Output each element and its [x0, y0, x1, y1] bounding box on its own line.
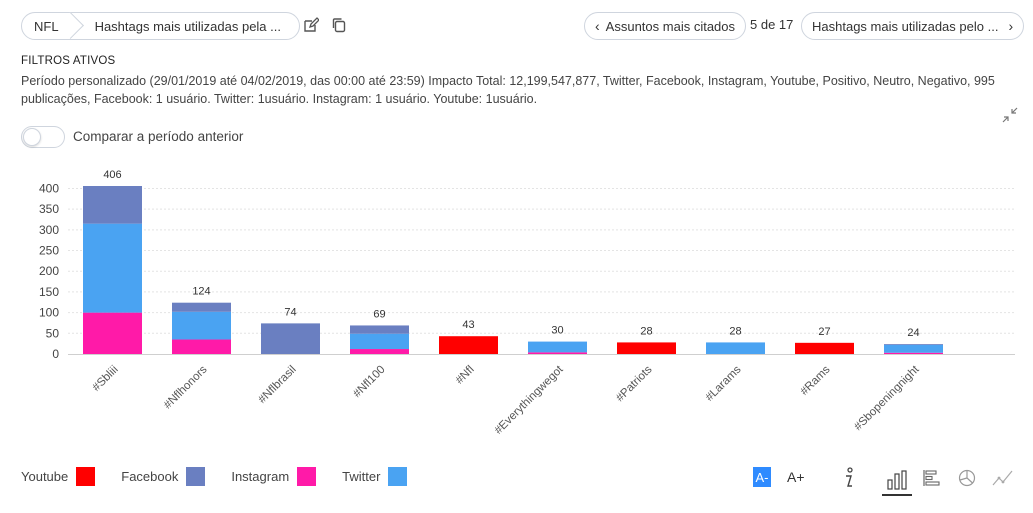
bar-segment[interactable] — [172, 311, 231, 340]
toggle-knob — [23, 128, 41, 146]
bar-segment[interactable] — [884, 344, 943, 345]
bar-segment[interactable] — [528, 341, 587, 353]
data-label: 74 — [284, 306, 296, 318]
bar-chart: 0 50 100 150 200 250 300 350 400 406 #Sbliii 124 #Nf… — [39, 169, 1015, 437]
y-tick-label: 50 — [46, 326, 60, 340]
line-chart-icon[interactable] — [992, 468, 1014, 488]
data-label: 124 — [192, 286, 210, 298]
legend-item-twitter[interactable]: Twitter — [342, 467, 408, 486]
x-tick-label: #Everythingwegot — [492, 363, 566, 437]
bar-segment[interactable] — [528, 352, 587, 354]
compare-toggle[interactable] — [21, 126, 65, 148]
y-tick-label: 200 — [39, 264, 59, 278]
legend-item-instagram[interactable]: Instagram — [231, 467, 317, 486]
x-tick-label: #Nflhonors — [162, 363, 210, 411]
bar-segment[interactable] — [83, 186, 142, 224]
next-button[interactable]: Hashtags mais utilizadas pelo ... › — [801, 12, 1025, 40]
legend-swatch-instagram — [297, 467, 317, 486]
x-tick-label: #Larams — [703, 363, 743, 403]
x-tick-label: #Rams — [798, 363, 832, 397]
bar-segment[interactable] — [884, 344, 943, 353]
legend-label-twitter: Twitter — [342, 469, 381, 484]
filters-text: Período personalizado (29/01/2019 até 04… — [21, 74, 995, 106]
collapse-icon[interactable] — [1001, 106, 1019, 124]
horizontal-bar-icon[interactable] — [922, 468, 942, 488]
y-tick-label: 0 — [52, 347, 59, 361]
legend-swatch-youtube — [76, 467, 96, 486]
x-tick-label: #Nfl — [454, 364, 477, 387]
data-label: 406 — [103, 169, 121, 181]
data-label: 28 — [729, 325, 741, 337]
edit-icon[interactable] — [302, 16, 320, 34]
data-label: 27 — [818, 326, 830, 338]
x-tick-label: #Sbopeningnight — [852, 363, 922, 433]
bar-segment[interactable] — [83, 312, 142, 354]
next-label: Hashtags mais utilizadas pelo ... — [812, 18, 999, 34]
x-tick-label: #Nfl100 — [351, 364, 388, 401]
bar-segment[interactable] — [617, 342, 676, 354]
pie-chart-icon[interactable] — [957, 468, 977, 488]
font-increase-button[interactable]: A+ — [787, 469, 805, 485]
bar-segment[interactable] — [261, 323, 320, 354]
y-tick-label: 100 — [39, 306, 59, 320]
info-icon[interactable] — [840, 467, 856, 489]
legend-label-instagram: Instagram — [231, 469, 290, 484]
chevron-left-icon: ‹ — [595, 18, 600, 34]
legend-swatch-facebook — [186, 467, 206, 486]
legend-label-facebook: Facebook — [121, 469, 179, 484]
bar-chart-icon[interactable] — [882, 466, 912, 496]
chevron-right-icon: › — [1008, 18, 1014, 34]
bar-segment[interactable] — [350, 349, 409, 354]
x-tick-label: #Sbliii — [90, 364, 120, 394]
y-tick-label: 300 — [39, 223, 59, 237]
legend-item-youtube[interactable]: Youtube — [21, 467, 96, 486]
filters-title: FILTROS ATIVOS — [21, 55, 116, 67]
data-label: 69 — [373, 308, 385, 320]
breadcrumb-current[interactable]: Hashtags mais utilizadas pela ... — [94, 18, 281, 34]
data-label: 30 — [551, 325, 563, 337]
legend: Youtube Facebook Instagram Twitter — [21, 467, 433, 486]
compare-label: Comparar a período anterior — [73, 129, 244, 144]
bar-segment[interactable] — [795, 342, 854, 354]
bar-segment[interactable] — [350, 333, 409, 350]
font-decrease-button[interactable]: A- — [753, 467, 771, 487]
bar-segment[interactable] — [172, 302, 231, 312]
bar-segment[interactable] — [83, 223, 142, 313]
bar-segment[interactable] — [706, 342, 765, 354]
y-tick-label: 250 — [39, 244, 59, 258]
y-tick-label: 400 — [39, 181, 59, 195]
data-label: 43 — [462, 319, 474, 331]
breadcrumb: NFL Hashtags mais utilizadas pela ... — [21, 12, 300, 40]
legend-swatch-twitter — [388, 467, 408, 486]
legend-item-facebook[interactable]: Facebook — [121, 467, 206, 486]
copy-icon[interactable] — [330, 16, 348, 34]
legend-label-youtube: Youtube — [21, 469, 69, 484]
bar-segment[interactable] — [439, 336, 498, 354]
y-tick-label: 150 — [39, 285, 59, 299]
breadcrumb-root[interactable]: NFL — [22, 13, 73, 39]
bar-segment[interactable] — [884, 352, 943, 354]
x-tick-label: #Patriots — [614, 363, 655, 404]
data-label: 24 — [907, 327, 919, 339]
page-counter: 5 de 17 — [750, 17, 794, 32]
bar-segment[interactable] — [350, 325, 409, 334]
data-label: 28 — [640, 325, 652, 337]
y-tick-label: 350 — [39, 202, 59, 216]
prev-button[interactable]: ‹ Assuntos mais citados — [584, 12, 747, 40]
prev-label: Assuntos mais citados — [605, 18, 736, 34]
bar-segment[interactable] — [172, 339, 231, 354]
x-tick-label: #Nflbrasil — [256, 364, 298, 406]
